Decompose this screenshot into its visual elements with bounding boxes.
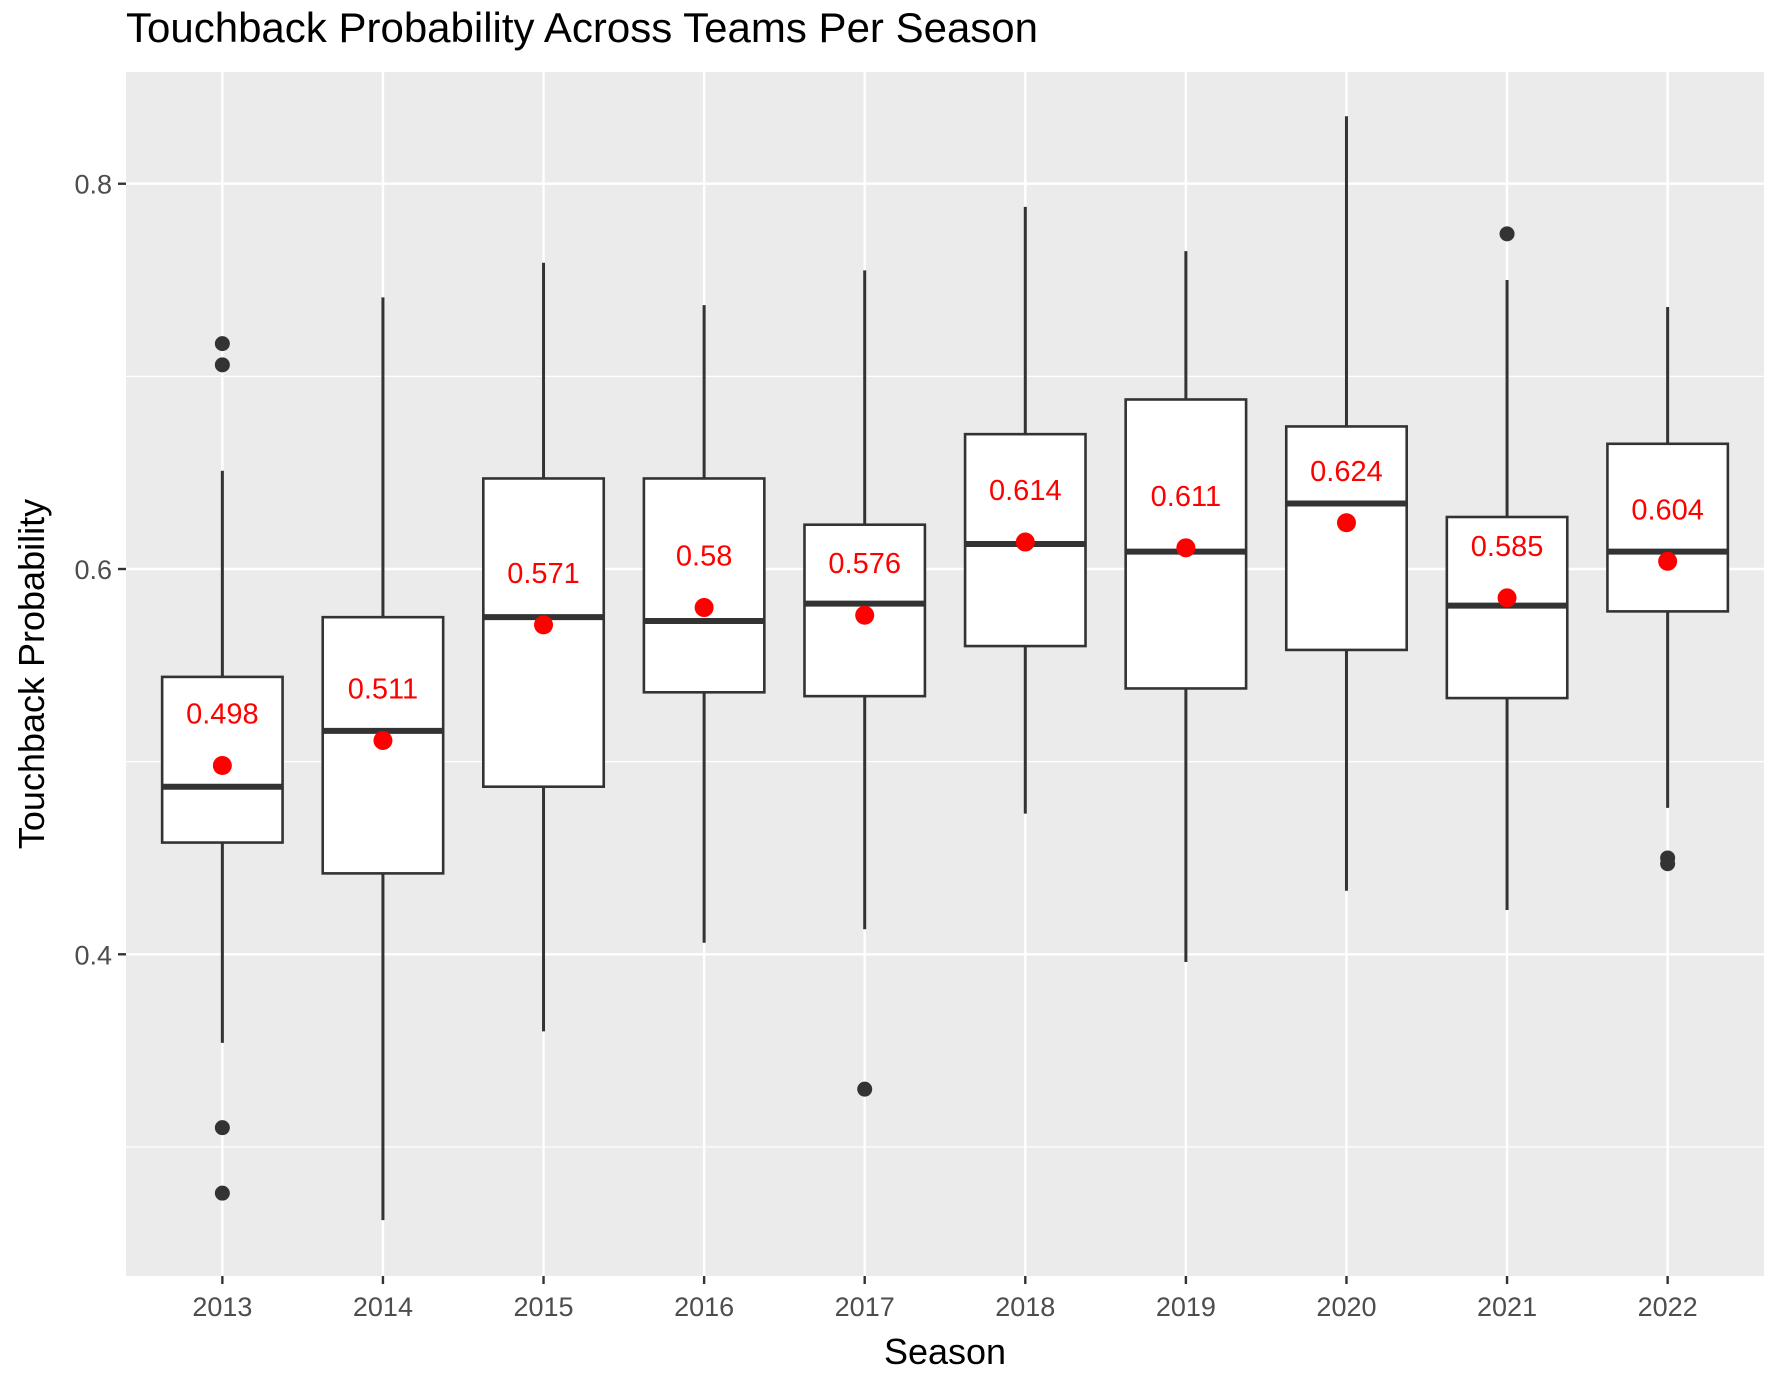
box-2016: 0.58 [642, 305, 766, 943]
mean-label: 0.611 [1151, 481, 1221, 513]
mean-label: 0.614 [989, 475, 1062, 507]
outlier-point [1499, 226, 1515, 242]
box-2015: 0.571 [482, 262, 606, 1032]
box-2018: 0.614 [963, 206, 1087, 814]
y-tick-label: 0.6 [74, 555, 112, 585]
x-axis-title: Season [884, 1331, 1006, 1372]
mean-label: 0.585 [1471, 531, 1544, 563]
box-2021: 0.585 [1445, 226, 1569, 910]
mean-point [373, 730, 393, 750]
mean-point [212, 756, 232, 776]
y-tick-label: 0.4 [74, 940, 112, 970]
x-tick-label: 2020 [1316, 1292, 1376, 1322]
iqr-box [642, 477, 766, 694]
x-tick-label: 2022 [1638, 1292, 1698, 1322]
y-axis-title: Touchback Probability [11, 499, 52, 849]
mean-point [534, 615, 554, 635]
mean-label: 0.604 [1631, 494, 1704, 526]
mean-label: 0.624 [1310, 456, 1383, 488]
outlier-point [857, 1081, 873, 1097]
x-tick-label: 2016 [674, 1292, 734, 1322]
outlier-point [214, 357, 230, 373]
x-tick-label: 2018 [995, 1292, 1055, 1322]
box-2013: 0.498 [160, 336, 284, 1201]
box-layer: 0.498 0.511 0.571 0.58 0.576 0.614 0.611 0.624 0… [160, 116, 1730, 1221]
outlier-point [214, 336, 230, 352]
box-2014: 0.511 [321, 297, 445, 1221]
mean-point [1015, 532, 1035, 552]
x-tick-label: 2019 [1156, 1292, 1216, 1322]
box-2019: 0.611 [1124, 251, 1248, 962]
iqr-box [1284, 425, 1408, 652]
x-tick-label: 2013 [192, 1292, 252, 1322]
mean-label: 0.498 [186, 699, 259, 731]
y-axis: 0.4 0.6 0.8 [74, 170, 126, 970]
mean-point [855, 605, 875, 625]
mean-point [1176, 538, 1196, 558]
y-tick-label: 0.8 [74, 170, 112, 200]
box-2020: 0.624 [1284, 116, 1408, 891]
mean-point [1497, 588, 1517, 608]
x-axis: 2013 2014 2015 2016 2017 2018 2019 2020 2021 2022 [192, 1276, 1698, 1322]
mean-point [1336, 513, 1356, 533]
box-2022: 0.604 [1606, 307, 1730, 872]
x-tick-label: 2014 [353, 1292, 413, 1322]
mean-label: 0.511 [348, 673, 418, 705]
mean-label: 0.58 [676, 541, 732, 573]
mean-label: 0.576 [828, 548, 901, 580]
iqr-box [1606, 442, 1730, 613]
chart-title: Touchback Probability Across Teams Per S… [126, 4, 1038, 51]
x-tick-label: 2021 [1477, 1292, 1537, 1322]
x-tick-label: 2017 [835, 1292, 895, 1322]
outlier-point [1660, 856, 1676, 872]
mean-label: 0.571 [507, 558, 580, 590]
x-tick-label: 2015 [513, 1292, 573, 1322]
outlier-point [214, 1120, 230, 1136]
mean-point [694, 598, 714, 618]
outlier-point [214, 1185, 230, 1201]
box-2017: 0.576 [803, 270, 927, 1097]
mean-point [1658, 551, 1678, 571]
